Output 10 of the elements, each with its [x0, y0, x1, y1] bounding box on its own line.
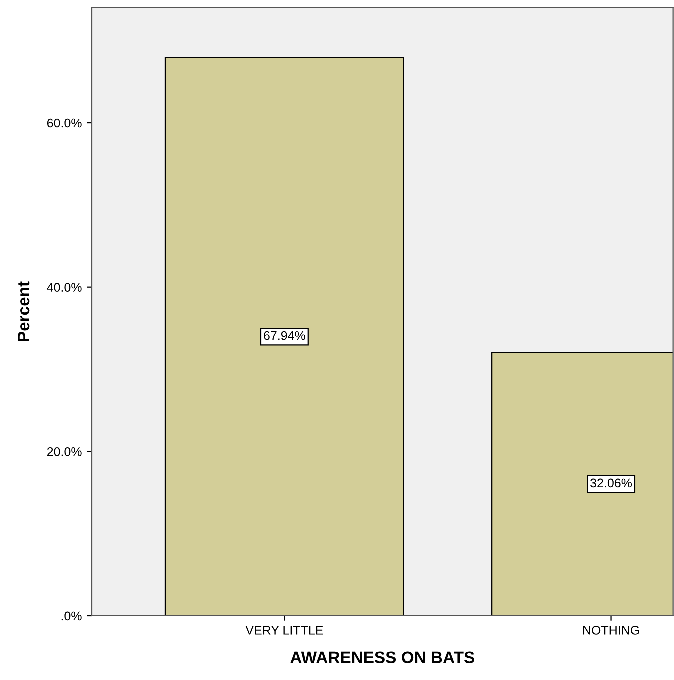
x-tick-label: VERY LITTLE	[246, 626, 324, 635]
x-tick-label: NOTHING	[583, 626, 640, 635]
y-tick-label: 60.0%	[47, 118, 82, 128]
y-tick-label: .0%	[62, 612, 82, 621]
y-tick-label: 20.0%	[47, 447, 82, 456]
x-axis-title: AWARENESS ON BATS	[290, 652, 474, 664]
data-label: 67.94%	[264, 331, 306, 340]
data-label: 32.06%	[590, 478, 632, 488]
y-axis-title: Percent	[18, 282, 30, 342]
y-tick-label: 40.0%	[47, 283, 82, 292]
